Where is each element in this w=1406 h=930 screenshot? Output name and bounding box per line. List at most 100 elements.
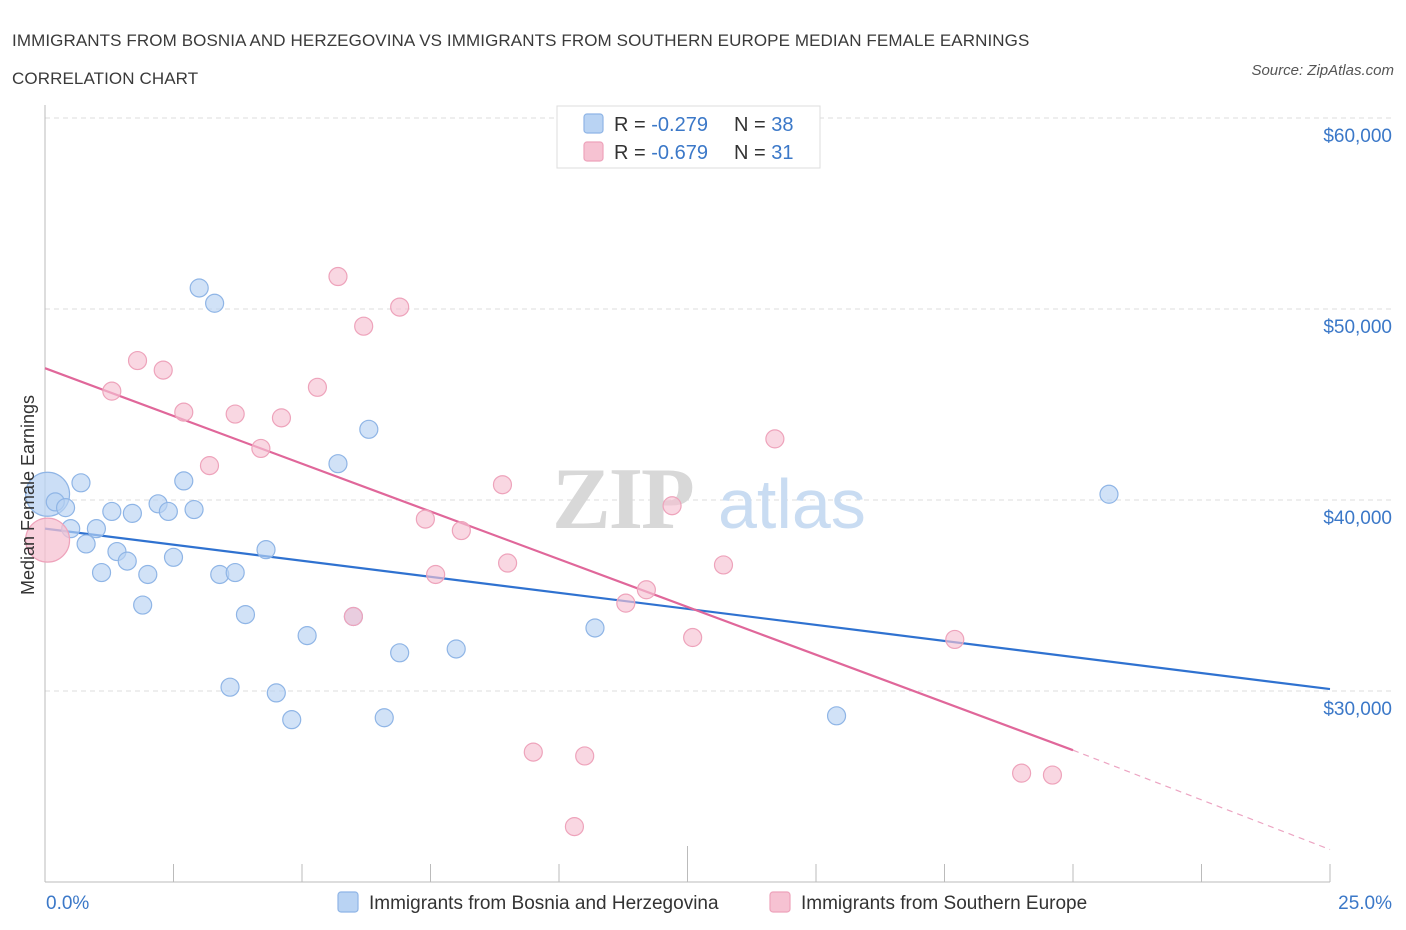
- blue-point-36: [826, 706, 847, 726]
- pink-trend-line: [44, 367, 1074, 752]
- blue-point-32: [374, 708, 394, 728]
- blue-point-18: [184, 499, 204, 520]
- blue-point-11: [122, 503, 142, 523]
- pink-point-3: [153, 360, 173, 380]
- y-tick-label-30000: $30,000: [1323, 699, 1392, 720]
- pink-point-8: [271, 408, 292, 428]
- series-legend-label-pink: Immigrants from Southern Europe: [801, 893, 1087, 914]
- pink-point-26: [713, 555, 734, 575]
- pink-point-11: [354, 316, 374, 336]
- blue-point-17: [174, 471, 194, 491]
- legend-n-value-blue: 38: [771, 114, 793, 136]
- legend-n-blue: N = 38: [734, 114, 794, 136]
- pink-point-27: [765, 429, 785, 449]
- legend-n-label-blue: N =: [734, 114, 771, 136]
- blue-point-25: [256, 540, 276, 560]
- blue-point-4: [71, 473, 91, 493]
- pink-point-2: [127, 350, 148, 371]
- source-credit: Source: ZipAtlas.com: [1251, 62, 1394, 79]
- blue-point-8: [102, 501, 122, 522]
- blue-point-19: [189, 278, 209, 298]
- series-legend-swatch-blue: [337, 891, 359, 913]
- legend-r-value-pink: -0.679: [651, 142, 708, 164]
- legend-swatch-pink: [583, 141, 604, 162]
- series-legend: Immigrants from Bosnia and Herzegovina I…: [337, 891, 1087, 914]
- blue-point-10: [117, 551, 137, 571]
- pink-point-21: [575, 746, 595, 766]
- blue-point-16: [163, 547, 184, 567]
- pink-point-6: [225, 404, 245, 424]
- series-legend-label-blue: Immigrants from Bosnia and Herzegovina: [369, 893, 719, 914]
- pink-point-5: [199, 456, 220, 476]
- y-tick-label-50000: $50,000: [1323, 317, 1392, 338]
- legend-row-pink: R = -0.679: [614, 142, 708, 164]
- watermark-atlas: atlas: [718, 465, 866, 543]
- blue-point-24: [235, 604, 256, 625]
- legend-r-label-pink: R =: [614, 142, 651, 164]
- y-tick-label-60000: $60,000: [1323, 126, 1392, 147]
- legend-n-value-pink: 31: [771, 142, 793, 164]
- blue-point-13: [138, 564, 158, 585]
- pink-trend-extension: [1072, 749, 1331, 851]
- pink-point-20: [564, 817, 585, 837]
- y-tick-label-40000: $40,000: [1323, 508, 1392, 529]
- blue-point-35: [585, 618, 605, 638]
- chart-title: IMMIGRANTS FROM BOSNIA AND HERZEGOVINA V…: [12, 22, 1162, 98]
- pink-point-30: [1042, 765, 1063, 785]
- blue-point-37: [1099, 484, 1119, 504]
- pink-point-28: [945, 629, 965, 650]
- pink-point-15: [426, 564, 446, 585]
- blue-point-31: [359, 419, 379, 439]
- chart-title-line-2: CORRELATION CHART: [12, 69, 199, 88]
- y-tick-labels: $30,000 $40,000 $50,000 $60,000: [1323, 126, 1392, 720]
- pink-point-25: [683, 627, 703, 648]
- legend-swatch-blue: [583, 113, 604, 134]
- trend-lines: [44, 367, 1331, 851]
- blue-point-28: [297, 626, 317, 646]
- grid-lines: [45, 117, 1394, 692]
- blue-point-22: [220, 677, 240, 697]
- chart-title-line-1: IMMIGRANTS FROM BOSNIA AND HERZEGOVINA V…: [12, 31, 1030, 50]
- series-legend-swatch-pink: [769, 891, 791, 913]
- x-tick-labels: 0.0% 25.0%: [46, 893, 1392, 914]
- blue-point-20: [205, 293, 225, 313]
- pink-point-7: [251, 438, 271, 459]
- pink-point-22: [616, 593, 636, 613]
- legend-n-label-pink: N =: [734, 142, 771, 164]
- legend-row-blue: R = -0.279: [614, 114, 708, 136]
- blue-point-27: [282, 710, 302, 730]
- pink-point-4: [174, 402, 194, 422]
- blue-point-6: [86, 519, 107, 539]
- legend-n-pink: N = 31: [734, 142, 794, 164]
- pink-point-12: [343, 606, 363, 627]
- blue-point-23: [225, 562, 245, 583]
- pink-point-14: [415, 509, 435, 529]
- blue-trend-line: [44, 527, 1331, 691]
- blue-point-7: [91, 562, 112, 583]
- watermark: ZIP atlas: [552, 451, 866, 548]
- pink-point-1: [102, 381, 122, 401]
- blue-point-5: [76, 534, 96, 554]
- correlation-legend: R = -0.279 N = 38 R = -0.679 N = 31: [556, 105, 821, 169]
- legend-r-value-blue: -0.279: [651, 114, 708, 136]
- pink-point-16: [451, 520, 471, 541]
- pink-point-13: [390, 297, 410, 317]
- pink-point-17: [492, 475, 513, 495]
- data-points: [24, 266, 1119, 837]
- blue-point-12: [133, 595, 153, 615]
- pink-point-19: [523, 742, 543, 762]
- pink-point-23: [636, 580, 656, 600]
- pink-point-0: [24, 517, 71, 563]
- x-tick-label-min: 0.0%: [46, 893, 89, 914]
- pink-point-24: [662, 496, 682, 516]
- pink-point-29: [1011, 763, 1032, 783]
- pink-point-10: [328, 266, 348, 287]
- blue-point-26: [266, 683, 286, 703]
- pink-point-9: [307, 377, 328, 397]
- blue-point-15: [158, 501, 178, 522]
- x-tick-label-max: 25.0%: [1338, 893, 1392, 914]
- blue-point-2: [55, 498, 76, 518]
- y-axis-label: Median Female Earnings: [18, 395, 38, 595]
- blue-point-29: [328, 454, 348, 474]
